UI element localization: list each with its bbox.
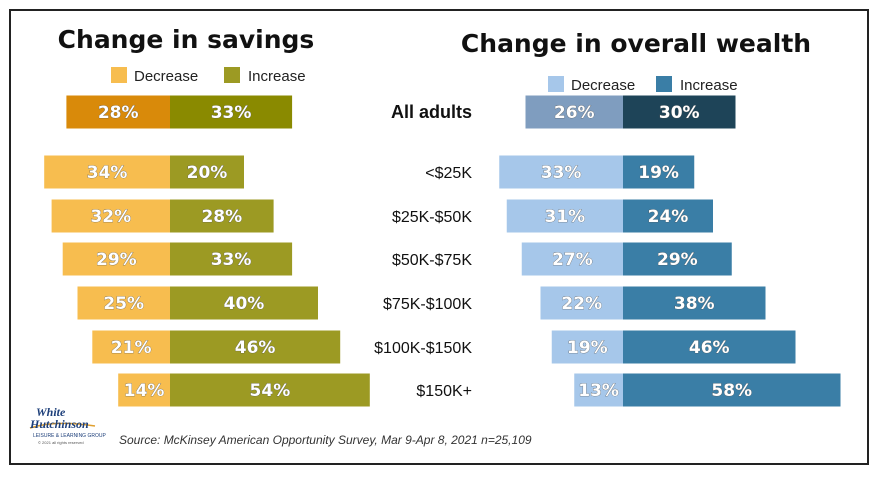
savings-decrease-value: 14% — [124, 381, 165, 401]
category-label: $25K-$50K — [392, 209, 472, 226]
savings-decrease-value: 25% — [103, 294, 144, 314]
wealth-increase-value: 46% — [689, 338, 730, 358]
savings-decrease-bar — [66, 95, 170, 129]
wealth-decrease-legend-swatch — [548, 76, 564, 92]
savings-decrease-value: 21% — [111, 338, 152, 358]
savings-increase-legend-label: Increase — [248, 68, 306, 85]
savings-increase-bar — [170, 242, 293, 276]
wealth-decrease-bar — [540, 286, 623, 320]
wealth-increase-value: 30% — [659, 103, 700, 123]
savings-chart-title: Change in savings — [58, 25, 315, 54]
savings-decrease-value: 28% — [98, 103, 139, 123]
wealth-increase-value: 58% — [711, 381, 752, 401]
savings-increase-value: 28% — [201, 207, 242, 227]
savings-decrease-bar — [51, 199, 170, 233]
savings-decrease-value: 29% — [96, 250, 137, 270]
wealth-increase-bar — [623, 95, 736, 129]
wealth-increase-legend-label: Increase — [680, 77, 738, 94]
savings-decrease-bar — [118, 373, 170, 407]
wealth-increase-bar — [623, 330, 796, 364]
wealth-increase-bar — [623, 155, 695, 189]
savings-increase-legend-swatch — [224, 67, 240, 83]
wealth-increase-value: 29% — [657, 250, 698, 270]
wealth-increase-legend-swatch — [656, 76, 672, 92]
wealth-increase-bar — [623, 199, 713, 233]
savings-increase-value: 46% — [235, 338, 276, 358]
savings-increase-value: 33% — [211, 103, 252, 123]
category-label: $150K+ — [416, 383, 472, 400]
logo-copyright: © 2021 all rights reserved — [38, 440, 84, 445]
wealth-decrease-value: 26% — [554, 103, 595, 123]
wealth-decrease-bar — [506, 199, 623, 233]
savings-increase-bar — [170, 373, 370, 407]
wealth-decrease-value: 19% — [567, 338, 608, 358]
wealth-increase-bar — [623, 286, 766, 320]
savings-increase-value: 54% — [250, 381, 291, 401]
wealth-decrease-bar — [525, 95, 623, 129]
savings-decrease-bar — [44, 155, 171, 189]
savings-increase-bar — [170, 330, 341, 364]
wealth-increase-value: 38% — [674, 294, 715, 314]
logo-line-2: Hutchinson — [29, 417, 89, 431]
savings-legend: Decrease Increase — [111, 67, 306, 85]
white-hutchinson-logo: White Hutchinson LEISURE & LEARNING GROU… — [29, 405, 106, 445]
wealth-increase-bar — [623, 373, 841, 407]
wealth-legend: Decrease Increase — [548, 76, 738, 94]
wealth-decrease-value: 13% — [578, 381, 619, 401]
category-label: $50K-$75K — [392, 252, 472, 269]
logo-tagline: LEISURE & LEARNING GROUP — [33, 433, 106, 439]
savings-decrease-bar — [77, 286, 170, 320]
wealth-increase-value: 24% — [648, 207, 689, 227]
wealth-decrease-value: 22% — [561, 294, 602, 314]
bars-layer: 28% 33% 26% 30% 34% 20% 33% 19% 32% 28% 31% 24% 29% 3… — [44, 95, 841, 407]
source-note: Source: McKinsey American Opportunity Su… — [119, 433, 532, 447]
savings-increase-bar — [170, 95, 293, 129]
savings-increase-bar — [170, 199, 274, 233]
savings-increase-bar — [170, 155, 244, 189]
savings-decrease-bar — [62, 242, 171, 276]
wealth-decrease-legend-label: Decrease — [571, 77, 635, 94]
savings-decrease-value: 32% — [90, 207, 131, 227]
savings-increase-value: 20% — [187, 163, 228, 183]
savings-decrease-bar — [92, 330, 170, 364]
savings-increase-value: 40% — [224, 294, 265, 314]
wealth-decrease-value: 33% — [541, 163, 582, 183]
wealth-decrease-bar — [574, 373, 623, 407]
wealth-decrease-bar — [521, 242, 623, 276]
savings-decrease-legend-swatch — [111, 67, 127, 83]
savings-decrease-legend-label: Decrease — [134, 68, 198, 85]
category-labels: All adults <$25K $25K-$50K $50K-$75K $75K-$1… — [374, 102, 472, 400]
savings-decrease-value: 34% — [87, 163, 128, 183]
wealth-chart-title: Change in overall wealth — [461, 29, 811, 58]
savings-increase-bar — [170, 286, 318, 320]
wealth-increase-value: 19% — [638, 163, 679, 183]
savings-increase-value: 33% — [211, 250, 252, 270]
category-label: $100K-$150K — [374, 340, 472, 357]
category-label: All adults — [391, 102, 472, 122]
wealth-increase-bar — [623, 242, 732, 276]
category-label: $75K-$100K — [383, 296, 472, 313]
wealth-decrease-value: 31% — [545, 207, 586, 227]
logo-line-1: White — [36, 405, 66, 419]
category-label: <$25K — [425, 165, 472, 182]
wealth-decrease-bar — [551, 330, 623, 364]
wealth-decrease-value: 27% — [552, 250, 593, 270]
wealth-decrease-bar — [499, 155, 623, 189]
